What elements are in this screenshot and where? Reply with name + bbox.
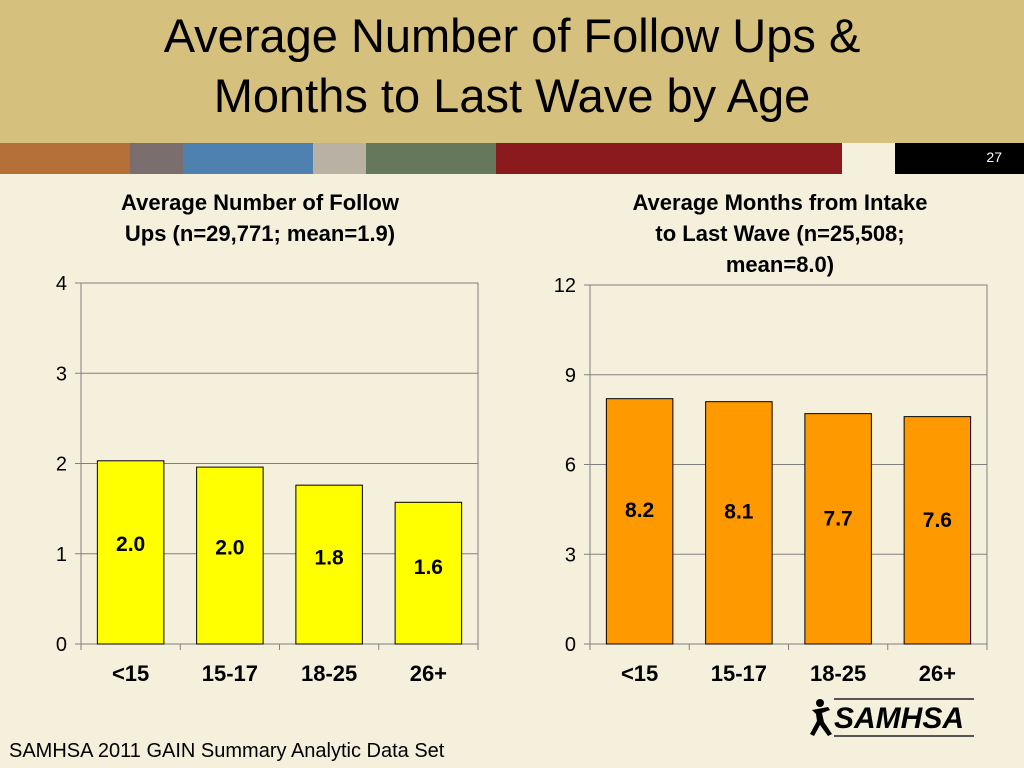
chart-2-data-label: 8.1 (724, 501, 754, 524)
chart-2-bar (903, 416, 972, 645)
figure-icon (810, 699, 832, 736)
chart-2-bar (705, 401, 773, 645)
chart-2-y-tick-label: 12 (554, 275, 576, 297)
chart-2-data-label: 7.7 (824, 507, 853, 530)
chart-1-data-label: 2.0 (215, 537, 244, 560)
chart-2-bar (804, 413, 872, 645)
chart-1-bar (394, 501, 463, 645)
stripe-segment (895, 143, 1024, 174)
stripe-segment (130, 143, 183, 174)
chart-2-y-tick-label: 9 (565, 365, 576, 387)
slide-title: Average Number of Follow Ups & Months to… (0, 6, 1024, 126)
stripe-segment (842, 143, 895, 174)
chart-1-data-label: 1.6 (414, 556, 443, 579)
logo-fine-print (834, 735, 974, 737)
stripe-segment (0, 143, 130, 174)
chart-1-title-line-1: Average Number of Follow (121, 190, 399, 215)
chart-2-bar (605, 398, 674, 645)
stripe-segment (313, 143, 366, 174)
chart-2-title: Average Months from Intake to Last Wave … (560, 187, 1000, 280)
chart-2-x-tick-label: 15-17 (711, 661, 767, 686)
chart-1-y-tick-label: 4 (56, 273, 67, 295)
chart-1-data-label: 2.0 (116, 533, 145, 556)
stripe-segment (183, 143, 313, 174)
chart-1-x-tick-label: <15 (112, 661, 149, 686)
color-stripe (0, 143, 1024, 174)
chart-1-y-tick-label: 2 (56, 454, 67, 476)
samhsa-logo-text: SAMHSA (834, 702, 964, 735)
chart-1-bar (196, 466, 264, 645)
chart-1-y-tick-label: 0 (56, 634, 67, 656)
chart-1-x-tick-label: 15-17 (202, 661, 258, 686)
chart-2-data-label: 8.2 (625, 499, 654, 522)
stripe-segment (496, 143, 842, 174)
chart-2-y-tick-label: 3 (565, 544, 576, 566)
chart-2-y-tick-label: 6 (565, 455, 576, 477)
chart-2-data-label: 7.6 (923, 509, 952, 532)
logo-fine-print (834, 698, 974, 700)
chart-2-x-tick-label: 18-25 (810, 661, 866, 686)
chart-1-title: Average Number of Follow Ups (n=29,771; … (60, 187, 460, 249)
chart-1-bar (295, 484, 363, 645)
slide-title-line-1: Average Number of Follow Ups & (163, 9, 861, 62)
slide-number: 27 (986, 149, 1002, 165)
title-banner (0, 0, 1024, 143)
chart-2-title-line-2: to Last Wave (n=25,508; (655, 221, 905, 246)
chart-1-bar (96, 460, 165, 645)
stripe-segment (366, 143, 496, 174)
chart-1-y-tick-label: 3 (56, 363, 67, 385)
footer-source: SAMHSA 2011 GAIN Summary Analytic Data S… (9, 740, 445, 762)
chart-1-x-tick-label: 26+ (410, 661, 447, 686)
chart-2-x-tick-label: 26+ (919, 661, 956, 686)
samhsa-logo: SAMHSA (810, 698, 974, 737)
chart-2-title-line-3: mean=8.0) (725, 252, 835, 277)
chart-2-title-line-1: Average Months from Intake (632, 190, 928, 215)
chart-1-data-label: 1.8 (315, 547, 345, 570)
chart-2-x-tick-label: <15 (621, 661, 658, 686)
chart-1-title-line-2: Ups (n=29,771; mean=1.9) (124, 221, 396, 246)
chart-1-y-tick-label: 1 (56, 544, 67, 566)
chart-2-y-tick-label: 0 (565, 634, 576, 656)
slide-title-line-2: Months to Last Wave by Age (213, 69, 811, 122)
chart-1-x-tick-label: 18-25 (301, 661, 357, 686)
